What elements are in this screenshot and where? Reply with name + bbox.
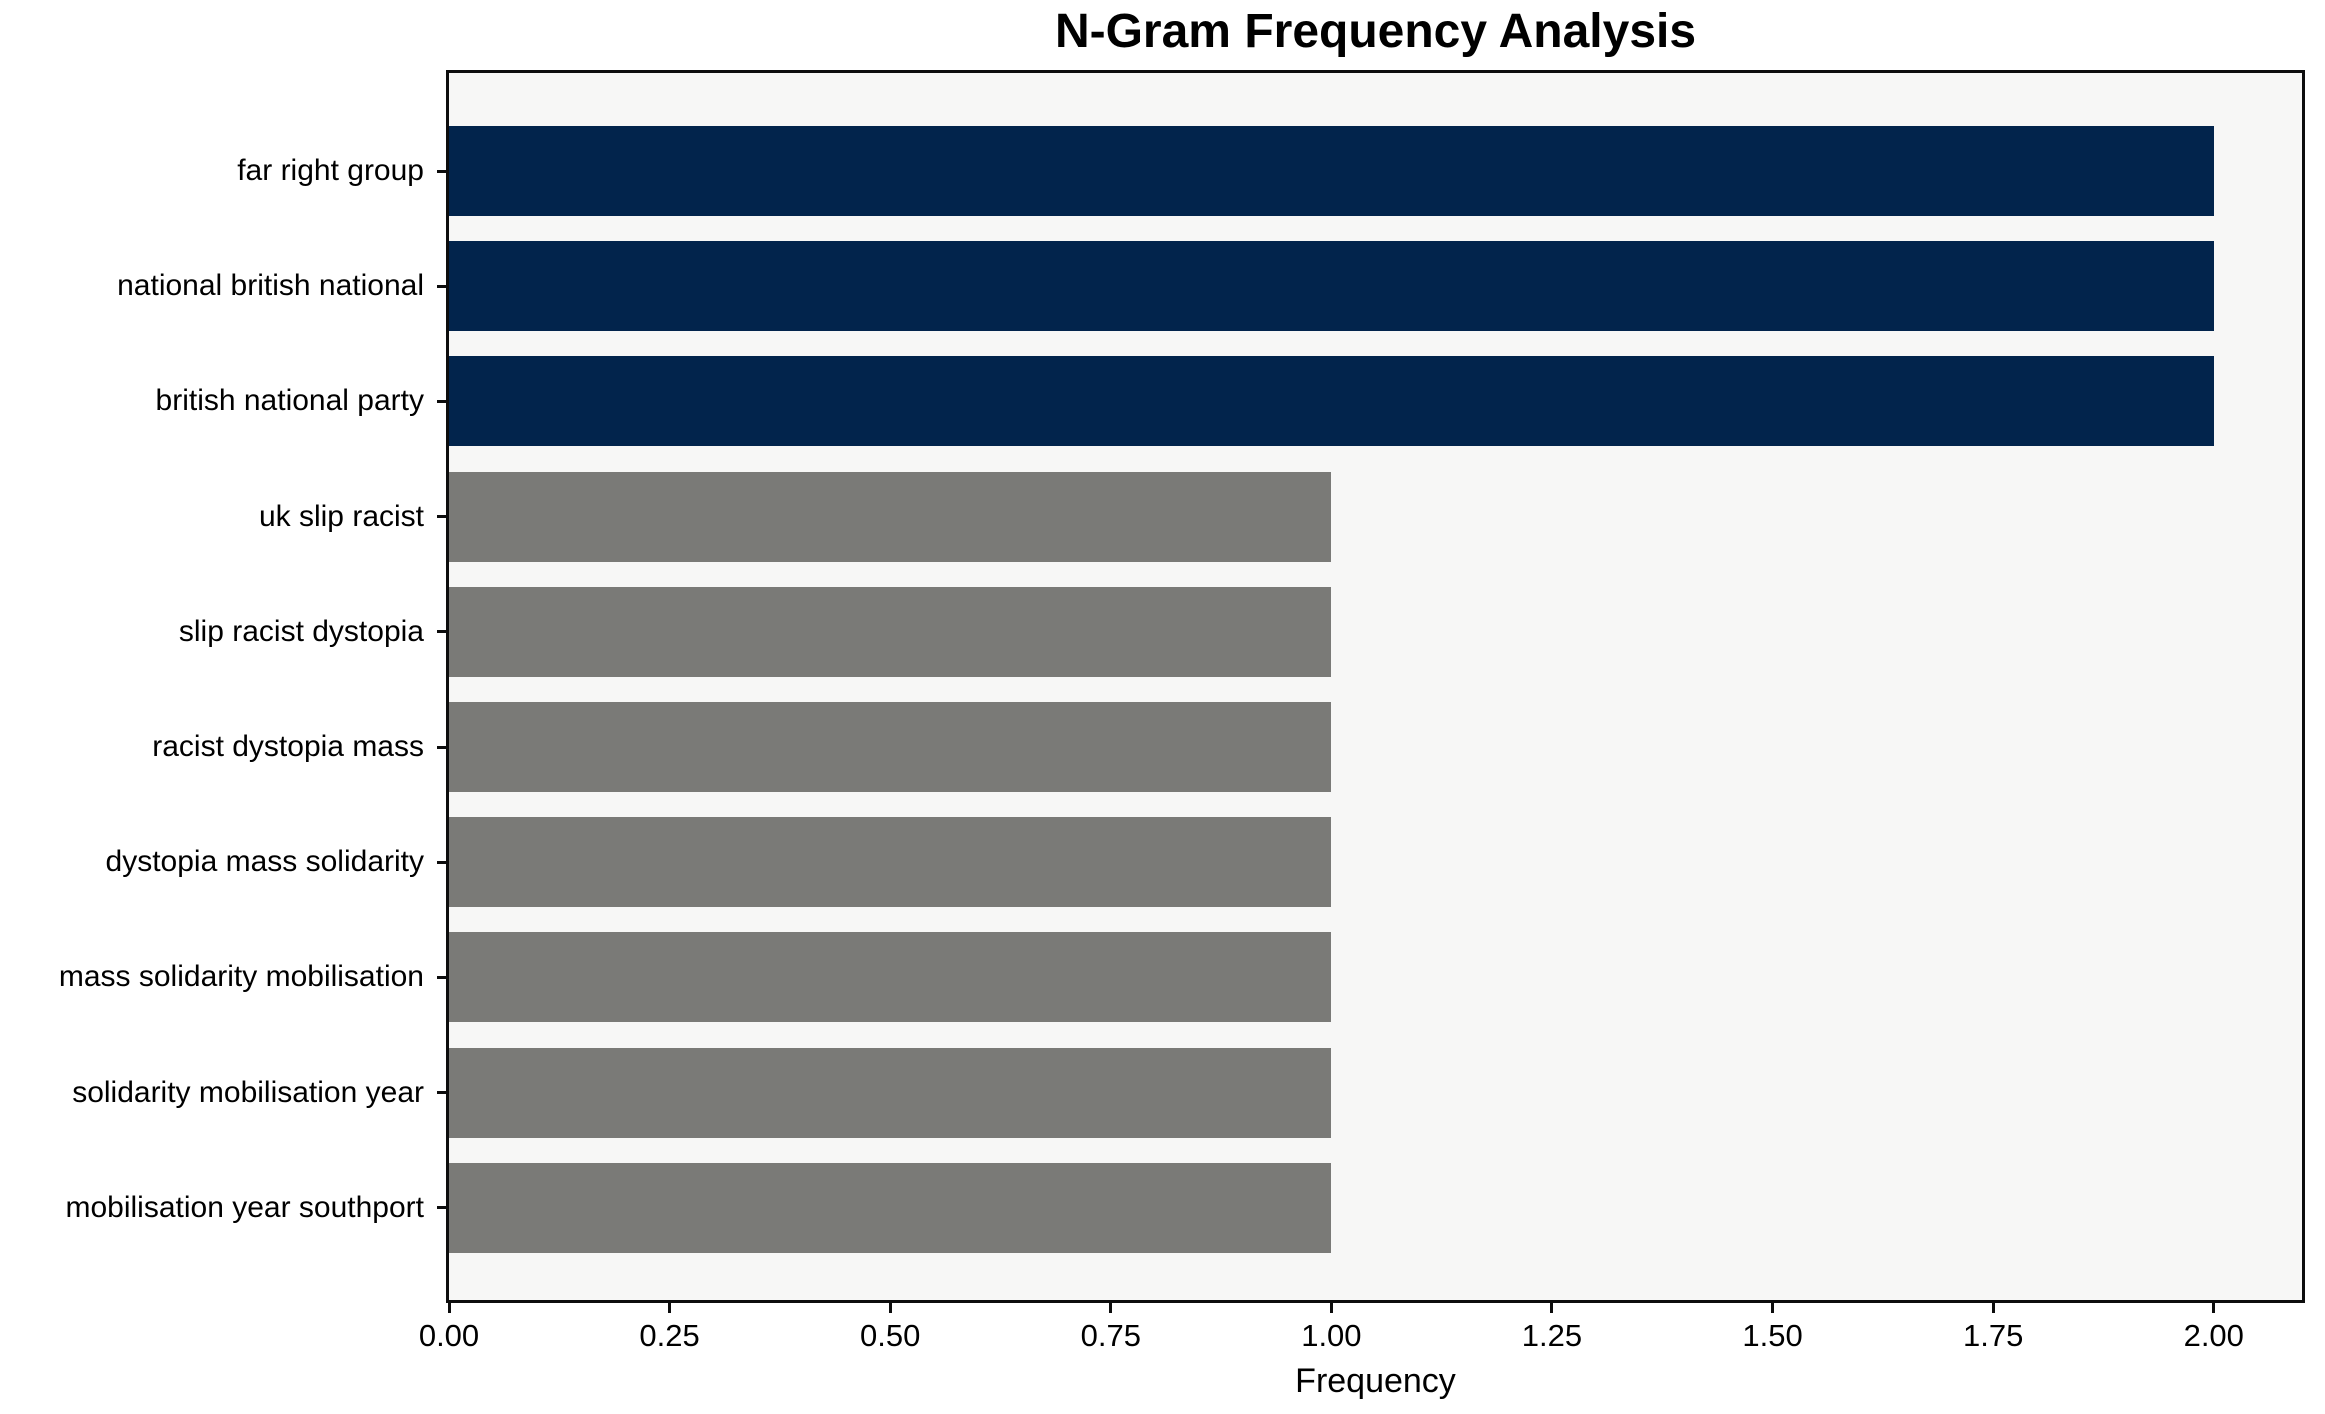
bar — [449, 241, 2214, 332]
x-tick-mark — [668, 1303, 672, 1313]
y-tick-label: far right group — [237, 154, 424, 187]
x-tick-label: 1.25 — [1521, 1318, 1583, 1353]
y-tick-mark — [437, 399, 446, 403]
x-tick-label: 1.50 — [1742, 1318, 1803, 1353]
x-tick-mark — [1109, 1303, 1113, 1313]
y-tick-mark — [437, 515, 446, 519]
y-tick-label: british national party — [155, 384, 424, 418]
bar — [449, 702, 1332, 792]
bar — [449, 356, 2214, 447]
bar — [449, 1162, 1332, 1253]
x-tick-mark — [1550, 1303, 1554, 1313]
bar — [449, 932, 1332, 1023]
y-tick-label: mobilisation year southport — [65, 1190, 424, 1224]
y-tick-label: national british national — [117, 269, 424, 303]
y-tick-label: solidarity mobilisation year — [72, 1075, 424, 1109]
x-tick-mark — [1991, 1303, 1995, 1313]
x-tick-mark — [2212, 1303, 2216, 1313]
bar — [449, 586, 1332, 677]
x-tick-label: 0.25 — [639, 1318, 700, 1353]
x-tick-label: 2.00 — [2183, 1318, 2244, 1353]
y-tick-label: mass solidarity mobilisation — [58, 960, 424, 994]
chart-title: N-Gram Frequency Analysis — [1054, 5, 1697, 58]
y-tick-mark — [437, 284, 446, 288]
bar — [449, 471, 1332, 562]
x-tick-label: 1.75 — [1962, 1318, 2024, 1353]
x-tick-mark — [888, 1303, 892, 1313]
x-tick-label: 0.00 — [418, 1318, 480, 1353]
y-tick-mark — [437, 975, 446, 979]
x-tick-mark — [447, 1303, 451, 1313]
bar — [449, 1047, 1332, 1138]
plot-area — [446, 70, 2305, 1303]
x-tick-mark — [1329, 1303, 1333, 1313]
y-tick-label: uk slip racist — [258, 499, 424, 533]
y-tick-mark — [437, 1091, 446, 1095]
x-tick-mark — [1771, 1303, 1775, 1313]
y-tick-label: dystopia mass solidarity — [105, 845, 424, 879]
y-tick-mark — [437, 630, 446, 634]
y-tick-mark — [437, 169, 446, 173]
x-tick-label: 0.50 — [860, 1318, 921, 1353]
bar — [449, 817, 1332, 908]
y-tick-label: racist dystopia mass — [152, 730, 424, 763]
y-tick-mark — [437, 1206, 446, 1210]
y-tick-label: slip racist dystopia — [178, 614, 424, 648]
x-tick-label: 0.75 — [1080, 1318, 1141, 1353]
y-tick-mark — [437, 860, 446, 864]
bar — [449, 126, 2214, 216]
y-tick-mark — [437, 745, 446, 749]
x-axis-label: Frequency — [1295, 1362, 1456, 1400]
x-tick-label: 1.00 — [1301, 1318, 1362, 1353]
